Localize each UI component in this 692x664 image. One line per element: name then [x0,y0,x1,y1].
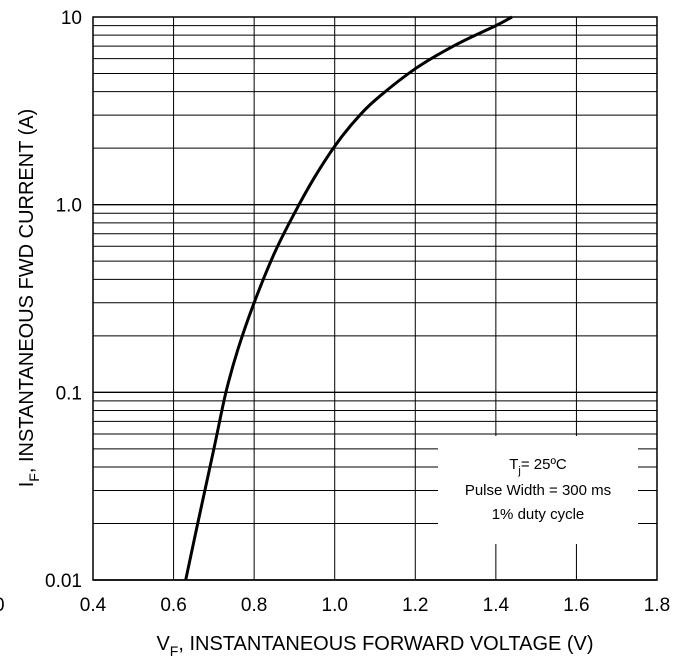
x-tick-label: 1.4 [483,595,510,616]
y-tick-label: 0.01 [45,571,82,592]
annotation-tj-subscript: j [517,465,520,477]
annotation-line-3: 1% duty cycle [492,506,585,523]
left-edge-tick-label: 0 [0,595,5,616]
x-tick-label: 0.4 [80,595,107,616]
x-tick-label: 1.0 [322,595,348,616]
y-tick-label: 1.0 [56,196,82,217]
annotation-line-1: Tj= 25ºC [509,456,567,477]
forward-characteristic-curve [184,15,513,581]
x-tick-label: 1.2 [402,595,428,616]
annotation-temperature: = 25ºC [521,456,567,473]
x-tick-label: 1.8 [644,595,670,616]
x-axis-title-subscript: F [170,643,179,659]
x-tick-label: 0.6 [160,595,186,616]
annotation-text: Tj= 25ºC Pulse Width = 300 ms 1% duty cy… [465,456,611,523]
x-tick-label: 0.8 [241,595,267,616]
x-tick-label: 1.6 [563,595,589,616]
y-axis-title-symbol: I [16,482,38,488]
y-tick-label: 10 [61,8,82,29]
x-axis-title: VF, INSTANTANEOUS FORWARD VOLTAGE (V) [156,633,593,659]
annotation-box [438,436,638,544]
y-axis-title-subscript: F [26,473,42,482]
y-axis-title-text: , INSTANTANEOUS FWD CURRENT (A) [16,109,38,473]
grid [92,17,658,581]
annotation-line-2: Pulse Width = 300 ms [465,482,611,499]
y-tick-label: 0.1 [56,383,82,404]
y-axis-title: IF, INSTANTANEOUS FWD CURRENT (A) [16,109,42,488]
plot-frame [92,16,658,581]
annotation-tj-symbol: T [509,456,518,473]
x-axis-title-symbol: V [156,633,170,655]
x-axis-title-text: , INSTANTANEOUS FORWARD VOLTAGE (V) [178,633,593,655]
tick-labels: 0.4 0.6 0.8 1.0 1.2 1.4 1.6 1.8 0.01 0.1 1.0 10 [45,8,670,616]
series-layer [184,15,513,581]
